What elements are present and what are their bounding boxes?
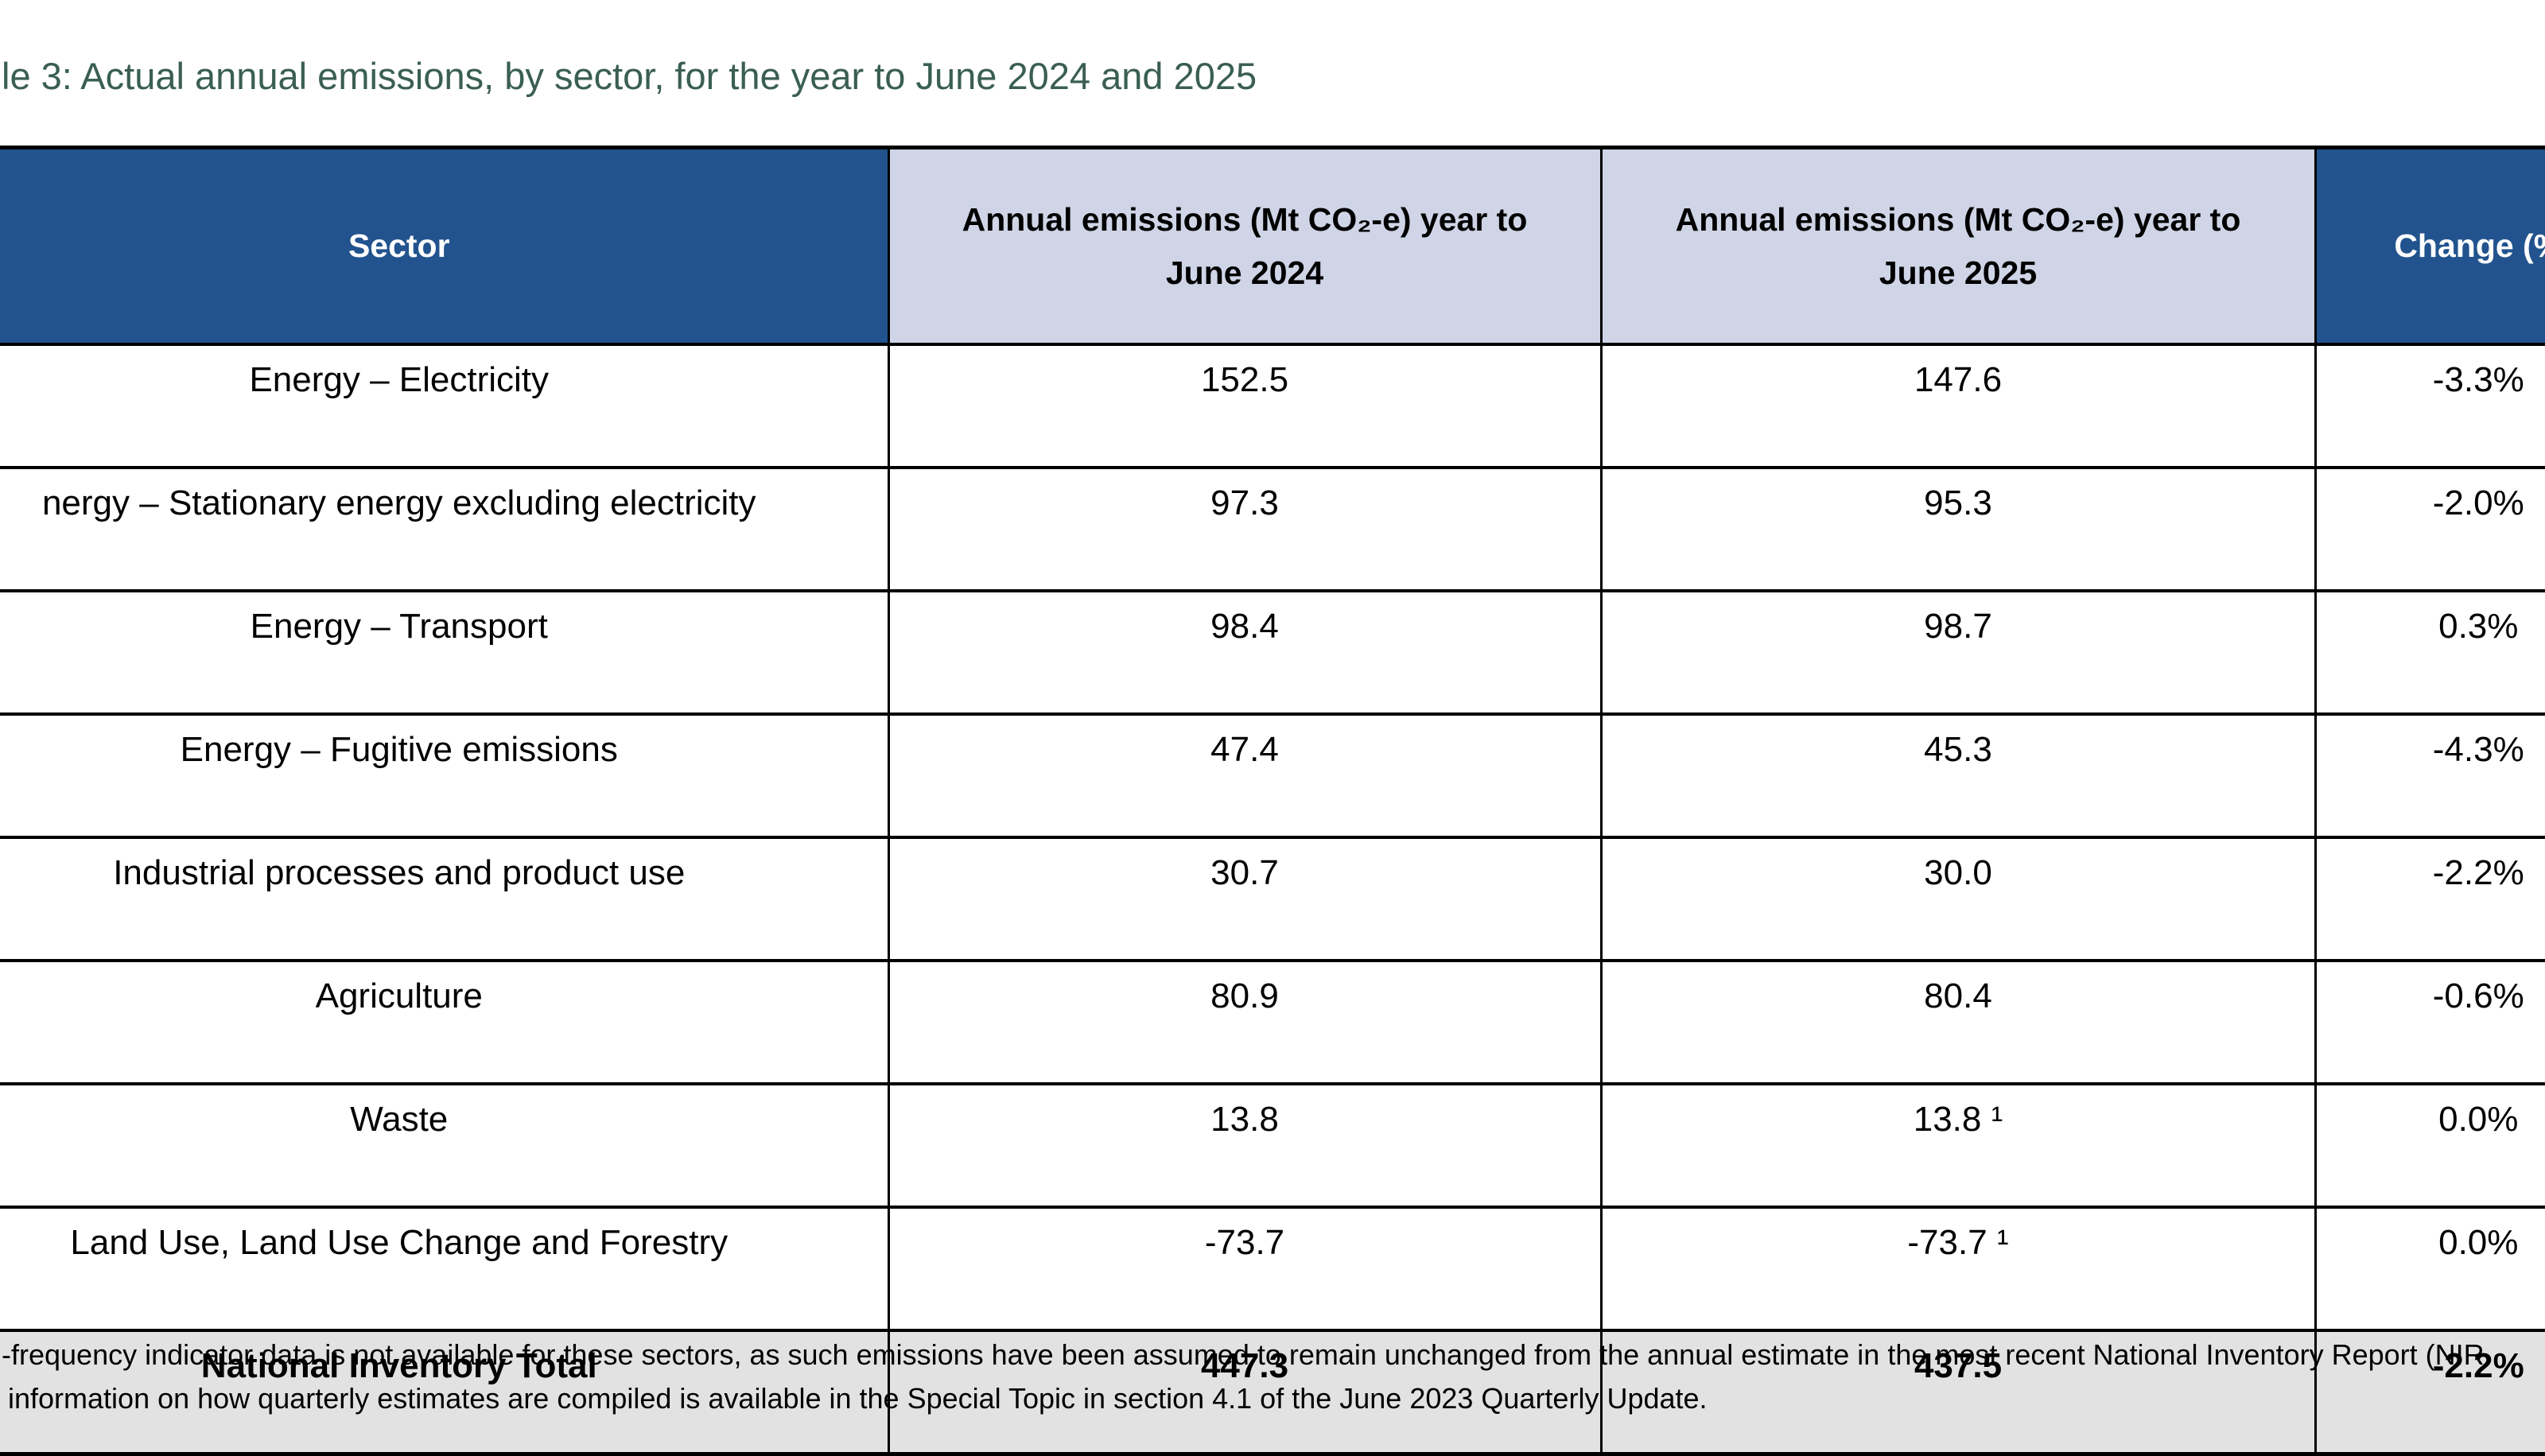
header-sector: Sector	[0, 147, 888, 346]
emissions-table: Sector Annual emissions (Mt CO₂-e) year …	[0, 146, 2545, 1456]
table-row: Energy – Transport 98.4 98.7 0.3%	[0, 591, 2545, 716]
header-change-percent: Change (%	[2314, 147, 2545, 346]
sector-cell: Agriculture	[0, 961, 888, 1085]
sector-cell: Energy – Transport	[0, 591, 888, 716]
table-header-row: Sector Annual emissions (Mt CO₂-e) year …	[0, 147, 2545, 346]
footnote-line-1: -frequency indicator data is not availab…	[2, 1338, 2485, 1371]
sector-cell: Waste	[0, 1084, 888, 1209]
sector-cell: Energy – Electricity	[0, 344, 888, 469]
change-cell: 0.0%	[2314, 1084, 2545, 1209]
value-2024-cell: 47.4	[887, 714, 1601, 839]
footnotes: -frequency indicator data is not availab…	[2, 1333, 2485, 1420]
header-annual-emissions-2025-line2: June 2025	[1879, 254, 2038, 291]
value-2025-cell: 45.3	[1599, 714, 2315, 839]
table-row: Industrial processes and product use 30.…	[0, 837, 2545, 962]
value-2025-cell: 13.8 ¹	[1599, 1084, 2315, 1209]
sector-cell: Energy – Fugitive emissions	[0, 714, 888, 839]
value-2024-cell: 97.3	[887, 468, 1601, 592]
sector-cell: Industrial processes and product use	[0, 837, 888, 962]
value-2024-cell: 13.8	[887, 1084, 1601, 1209]
table-row: Land Use, Land Use Change and Forestry -…	[0, 1207, 2545, 1332]
value-2025-cell: 95.3	[1599, 468, 2315, 592]
page-title: le 3: Actual annual emissions, by sector…	[2, 55, 1257, 97]
value-2025-cell: 98.7	[1599, 591, 2315, 716]
change-cell: 0.3%	[2314, 591, 2545, 716]
value-2025-cell: 147.6	[1599, 344, 2315, 469]
value-2024-cell: -73.7	[887, 1207, 1601, 1332]
value-2025-cell: 30.0	[1599, 837, 2315, 962]
table-row: Agriculture 80.9 80.4 -0.6%	[0, 961, 2545, 1085]
change-cell: -0.6%	[2314, 961, 2545, 1085]
emissions-table-container: Sector Annual emissions (Mt CO₂-e) year …	[0, 146, 2545, 1456]
table-row: Energy – Electricity 152.5 147.6 -3.3%	[0, 344, 2545, 469]
header-annual-emissions-2024-line1: Annual emissions (Mt CO₂-e) year to	[962, 200, 1528, 238]
header-annual-emissions-2024: Annual emissions (Mt CO₂-e) year to June…	[887, 147, 1601, 346]
change-cell: -2.2%	[2314, 837, 2545, 962]
header-annual-emissions-2025: Annual emissions (Mt CO₂-e) year to June…	[1599, 147, 2315, 346]
header-annual-emissions-2024-line2: June 2024	[1165, 254, 1324, 291]
footnote-line-2: information on how quarterly estimates a…	[8, 1382, 1708, 1415]
value-2024-cell: 98.4	[887, 591, 1601, 716]
change-cell: -4.3%	[2314, 714, 2545, 839]
sector-cell: nergy – Stationary energy excluding elec…	[0, 468, 888, 592]
value-2025-cell: 80.4	[1599, 961, 2315, 1085]
sector-cell: Land Use, Land Use Change and Forestry	[0, 1207, 888, 1332]
header-annual-emissions-2025-line1: Annual emissions (Mt CO₂-e) year to	[1675, 200, 2241, 238]
table-row: Energy – Fugitive emissions 47.4 45.3 -4…	[0, 714, 2545, 839]
value-2024-cell: 80.9	[887, 961, 1601, 1085]
value-2024-cell: 30.7	[887, 837, 1601, 962]
value-2024-cell: 152.5	[887, 344, 1601, 469]
table-row: nergy – Stationary energy excluding elec…	[0, 468, 2545, 592]
change-cell: 0.0%	[2314, 1207, 2545, 1332]
change-cell: -3.3%	[2314, 344, 2545, 469]
table-row: Waste 13.8 13.8 ¹ 0.0%	[0, 1084, 2545, 1209]
change-cell: -2.0%	[2314, 468, 2545, 592]
value-2025-cell: -73.7 ¹	[1599, 1207, 2315, 1332]
